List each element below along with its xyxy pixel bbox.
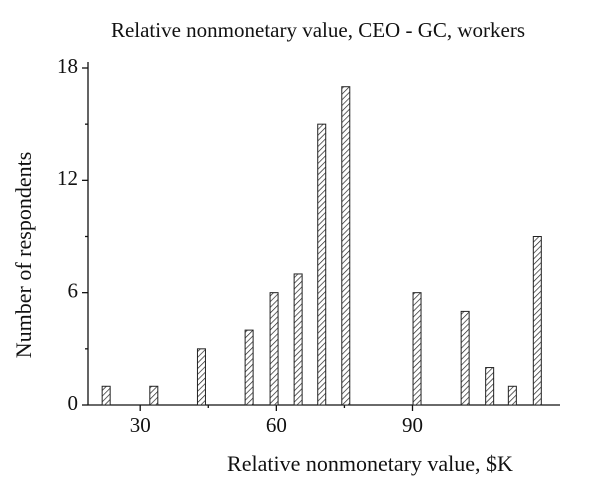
bar xyxy=(149,385,159,406)
bar xyxy=(196,348,206,406)
bar xyxy=(341,86,351,406)
bar xyxy=(317,123,327,406)
x-axis-label: Relative nonmonetary value, $K xyxy=(227,451,513,476)
bar xyxy=(293,273,303,406)
chart-title: Relative nonmonetary value, CEO - GC, wo… xyxy=(111,18,525,42)
bar xyxy=(244,329,254,406)
bar xyxy=(485,367,495,406)
x-tick-label: 30 xyxy=(130,413,151,437)
y-tick-label: 6 xyxy=(68,278,79,302)
y-tick-label: 12 xyxy=(57,166,78,190)
bar xyxy=(412,292,422,406)
bar xyxy=(507,385,517,406)
y-tick-label: 0 xyxy=(68,391,79,415)
bar xyxy=(101,385,111,406)
bar xyxy=(269,292,279,406)
bar xyxy=(532,236,542,406)
bar xyxy=(460,310,470,406)
y-axis-label: Number of respondents xyxy=(11,152,36,359)
y-tick-label: 18 xyxy=(57,54,78,78)
x-tick-label: 60 xyxy=(266,413,287,437)
x-tick-label: 90 xyxy=(402,413,423,437)
